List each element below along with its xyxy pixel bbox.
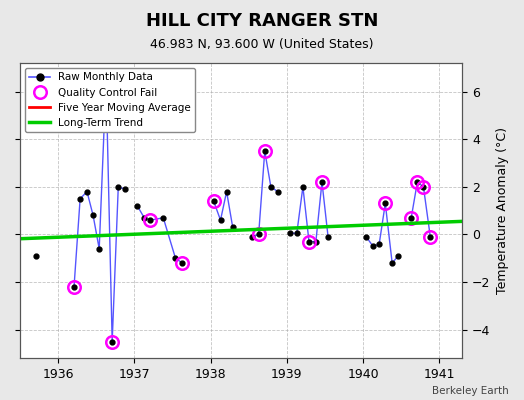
Text: Berkeley Earth: Berkeley Earth xyxy=(432,386,508,396)
Text: 46.983 N, 93.600 W (United States): 46.983 N, 93.600 W (United States) xyxy=(150,38,374,51)
Y-axis label: Temperature Anomaly (°C): Temperature Anomaly (°C) xyxy=(496,127,509,294)
Text: HILL CITY RANGER STN: HILL CITY RANGER STN xyxy=(146,12,378,30)
Legend: Raw Monthly Data, Quality Control Fail, Five Year Moving Average, Long-Term Tren: Raw Monthly Data, Quality Control Fail, … xyxy=(25,68,195,132)
